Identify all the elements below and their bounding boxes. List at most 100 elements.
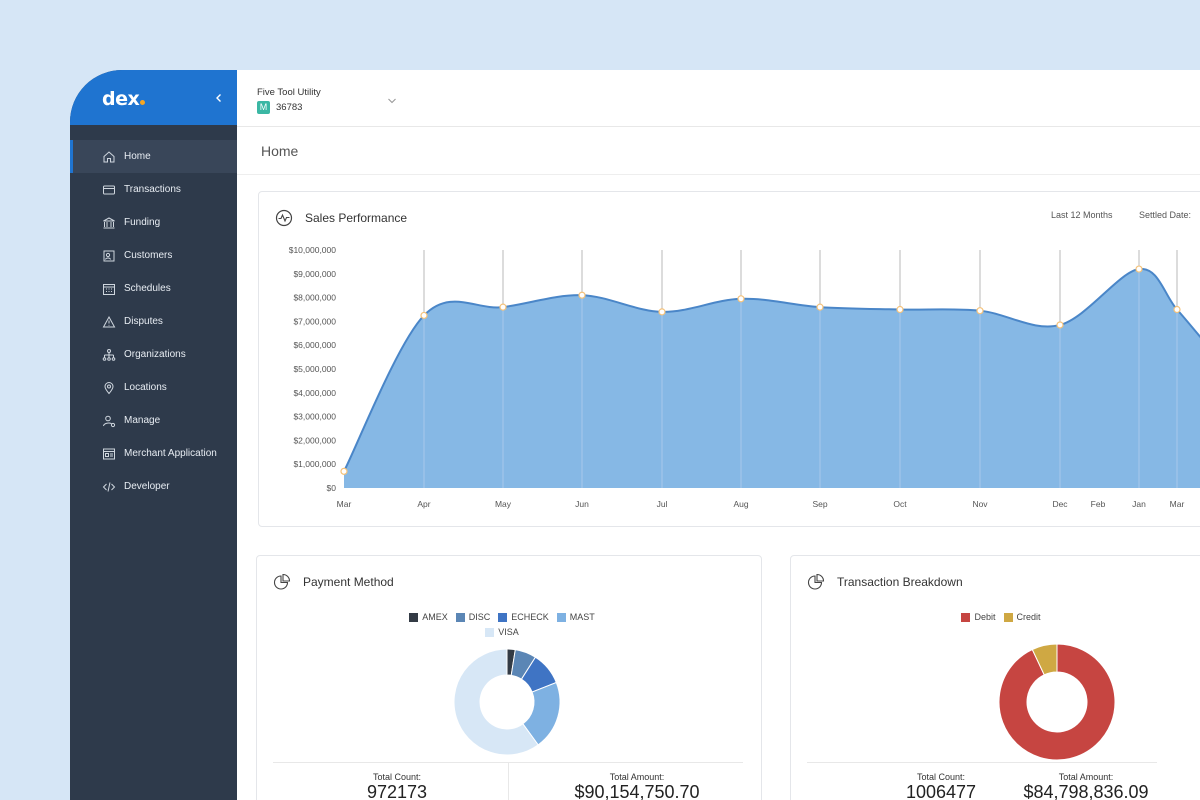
legend-swatch bbox=[455, 612, 465, 622]
summary-vertical-divider bbox=[508, 762, 509, 800]
sidebar-item-organizations[interactable]: Organizations bbox=[70, 338, 237, 371]
total-count-label: Total Count: bbox=[916, 772, 966, 782]
slice-visa[interactable] bbox=[453, 648, 539, 756]
payment-method-card: Payment Method AMEX DISC ECHECK MAST VISA To… bbox=[256, 555, 762, 800]
data-point[interactable] bbox=[578, 291, 586, 299]
x-tick-label: May bbox=[495, 499, 512, 509]
card-title: Sales Performance bbox=[305, 211, 408, 225]
sidebar-item-label: Transactions bbox=[124, 184, 181, 195]
legend-item-mast[interactable]: MAST bbox=[556, 612, 595, 622]
data-point[interactable] bbox=[1056, 321, 1064, 329]
data-point[interactable] bbox=[976, 307, 984, 315]
card-title: Payment Method bbox=[303, 575, 394, 589]
data-point[interactable] bbox=[658, 308, 666, 316]
total-count-value: 1006477 bbox=[905, 782, 977, 800]
pie-chart-icon bbox=[807, 573, 825, 590]
logo[interactable]: dex bbox=[102, 88, 146, 110]
sidebar-item-developer[interactable]: Developer bbox=[70, 470, 237, 503]
area-fill bbox=[344, 269, 1200, 488]
legend-item-visa[interactable]: VISA bbox=[485, 627, 519, 637]
sidebar-item-funding[interactable]: Funding bbox=[70, 206, 237, 239]
legend-swatch bbox=[409, 612, 419, 622]
data-point[interactable] bbox=[737, 295, 745, 303]
settled-date-selector[interactable]: Settled Date: bbox=[1139, 210, 1192, 220]
org-selector[interactable]: Five Tool Utility M 36783 bbox=[237, 70, 1200, 127]
chevron-down-icon[interactable] bbox=[387, 97, 397, 105]
x-tick-label: Sep bbox=[812, 499, 827, 509]
page-header: Home bbox=[237, 127, 1200, 175]
legend-item-echeck[interactable]: ECHECK bbox=[498, 612, 549, 622]
legend-label: DISC bbox=[468, 612, 491, 622]
date-range-selector[interactable]: Last 12 Months bbox=[1051, 210, 1113, 220]
y-tick-label: $2,000,000 bbox=[293, 435, 336, 445]
sidebar-item-label: Merchant Application bbox=[124, 448, 217, 459]
x-tick-label: Jul bbox=[657, 499, 668, 509]
app-window: dex Home Transactions Funding Customers bbox=[70, 70, 1200, 800]
transaction-legend: Debit Credit bbox=[911, 612, 1091, 627]
calendar-icon bbox=[103, 283, 115, 295]
legend-item-credit[interactable]: Credit bbox=[1003, 612, 1041, 622]
pie-chart-icon bbox=[273, 573, 291, 590]
total-amount-label: Total Amount: bbox=[609, 772, 665, 782]
page-title: Home bbox=[261, 143, 299, 159]
data-point[interactable] bbox=[499, 303, 507, 311]
y-tick-label: $0 bbox=[327, 483, 337, 493]
data-point[interactable] bbox=[816, 303, 824, 311]
x-tick-label: Dec bbox=[1052, 499, 1068, 509]
transaction-donut-chart bbox=[998, 643, 1116, 761]
home-icon bbox=[103, 150, 115, 162]
slice-credit[interactable] bbox=[1031, 643, 1058, 676]
legend-item-amex[interactable]: AMEX bbox=[409, 612, 448, 622]
legend-item-disc[interactable]: DISC bbox=[455, 612, 491, 622]
total-count-label: Total Count: bbox=[372, 772, 422, 782]
y-tick-label: $5,000,000 bbox=[293, 364, 336, 374]
sidebar-nav: Home Transactions Funding Customers Sche… bbox=[70, 140, 237, 503]
x-tick-label: Apr bbox=[417, 499, 430, 509]
sidebar-item-manage[interactable]: Manage bbox=[70, 404, 237, 437]
x-tick-label: Aug bbox=[733, 499, 748, 509]
legend-item-debit[interactable]: Debit bbox=[961, 612, 996, 622]
sidebar-item-label: Home bbox=[124, 151, 151, 162]
sales-performance-card: Sales Performance Last 12 Months Settled… bbox=[258, 191, 1200, 527]
sidebar-item-locations[interactable]: Locations bbox=[70, 371, 237, 404]
total-amount-value: $84,798,836.09 bbox=[1023, 782, 1149, 800]
payment-legend: AMEX DISC ECHECK MAST VISA bbox=[387, 612, 617, 642]
legend-label: Credit bbox=[1016, 612, 1041, 622]
main-content: Five Tool Utility M 36783 Home Sales Per… bbox=[237, 70, 1200, 800]
legend-label: Debit bbox=[974, 612, 996, 622]
sidebar-item-label: Schedules bbox=[124, 283, 171, 294]
sidebar-item-home[interactable]: Home bbox=[70, 140, 237, 173]
sidebar-item-schedules[interactable]: Schedules bbox=[70, 272, 237, 305]
slice-debit[interactable] bbox=[998, 643, 1116, 761]
sidebar-item-transactions[interactable]: Transactions bbox=[70, 173, 237, 206]
org-name: Five Tool Utility bbox=[257, 87, 321, 98]
user-gear-icon bbox=[103, 415, 116, 427]
data-point[interactable] bbox=[1135, 265, 1143, 273]
chevron-left-icon[interactable] bbox=[213, 92, 225, 104]
y-tick-label: $3,000,000 bbox=[293, 412, 336, 422]
hierarchy-icon bbox=[102, 348, 116, 361]
x-tick-label: Mar bbox=[337, 499, 352, 509]
legend-label: AMEX bbox=[422, 612, 448, 622]
total-amount-value: $90,154,750.70 bbox=[574, 782, 700, 800]
logo-dot bbox=[140, 100, 146, 105]
sidebar-item-label: Locations bbox=[124, 382, 167, 393]
data-point[interactable] bbox=[896, 305, 904, 314]
y-tick-label: $6,000,000 bbox=[293, 340, 336, 350]
sidebar-item-disputes[interactable]: Disputes bbox=[70, 305, 237, 338]
legend-swatch bbox=[485, 627, 495, 637]
data-point[interactable] bbox=[340, 467, 348, 475]
sidebar-item-customers[interactable]: Customers bbox=[70, 239, 237, 272]
x-tick-label: Feb bbox=[1091, 499, 1106, 509]
transaction-breakdown-card: Transaction Breakdown Debit Credit Total … bbox=[790, 555, 1200, 800]
total-count-value: 972173 bbox=[366, 782, 428, 800]
sidebar-item-merchant-application[interactable]: Merchant Application bbox=[70, 437, 237, 470]
data-point[interactable] bbox=[1173, 305, 1181, 314]
contacts-icon bbox=[103, 250, 115, 261]
x-tick-label: Nov bbox=[972, 499, 988, 509]
data-point[interactable] bbox=[420, 311, 428, 320]
total-amount-label: Total Amount: bbox=[1058, 772, 1114, 782]
legend-label: ECHECK bbox=[511, 612, 549, 622]
warning-icon bbox=[102, 315, 116, 327]
x-tick-label: Mar bbox=[1170, 499, 1185, 509]
